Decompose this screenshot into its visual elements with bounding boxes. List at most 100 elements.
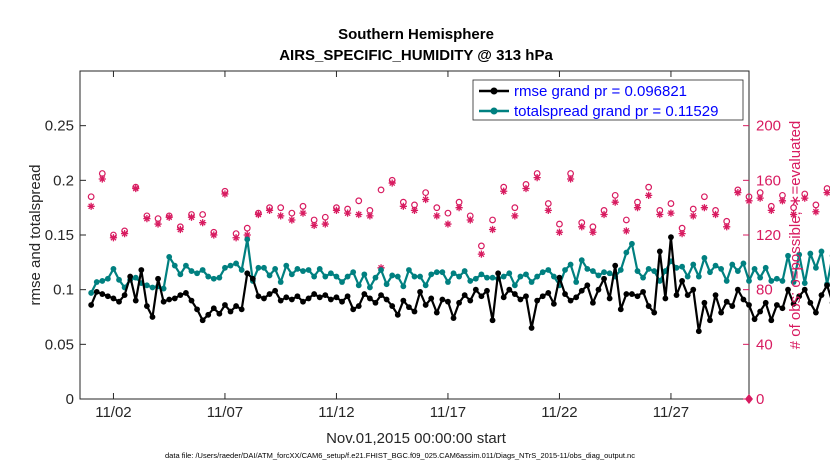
rmse-point [216,310,223,317]
rmse-point [718,309,725,316]
obs-evaluated-point [622,227,630,235]
rmse-point [773,302,780,308]
totalspread-point [433,269,440,276]
rmse-point [528,325,535,331]
obs-evaluated-point [778,197,787,205]
obs-evaluated-point [199,219,207,227]
rmse-point [110,295,117,302]
legend: rmse grand pr = 0.096821 totalspread gra… [472,79,744,121]
totalspread-point [361,271,368,278]
rmse-point [651,309,658,316]
totalspread-point [751,265,758,272]
totalspread-point [205,273,212,280]
obs-possible-point [622,216,630,224]
obs-evaluated-point [265,206,274,214]
rmse-point [238,306,245,313]
rmse-point [261,295,267,302]
totalspread-point [132,274,139,281]
rmse-point [617,306,624,313]
totalspread-point [350,269,357,276]
totalspread-point [723,278,730,284]
rmse-point [746,302,752,308]
rmse-point [550,300,557,307]
y-axis-left: 0 0.05 0.1 0.15 0.2 0.25 [45,118,86,408]
obs-evaluated-point [767,206,775,214]
totalspread-point [807,250,814,257]
totalspread-point [534,273,541,280]
rmse-point [506,286,513,293]
totalspread-point [311,273,318,280]
totalspread-point [484,274,490,281]
obs-evaluated-point [689,212,697,220]
totalspread-point [439,269,446,276]
x-tick-label: 11/02 [95,404,131,421]
rmse-point [606,295,613,302]
totalspread-point [394,273,401,280]
totalspread-point [489,274,496,281]
totalspread-point [110,265,117,272]
rmse-point [361,291,368,297]
obs-possible-point [489,216,496,224]
totalspread-point [99,278,106,284]
y-tick-right-label: 160 [756,172,781,189]
totalspread-point [333,273,340,280]
obs-evaluated-point [277,212,285,220]
rmse-point [199,317,206,324]
totalspread-point [378,267,384,273]
totalspread-point [734,268,741,274]
rmse-point [305,295,312,302]
rmse-point [511,291,518,297]
totalspread-point [679,263,685,270]
rmse-point [255,293,262,300]
rmse-point [461,292,468,299]
totalspread-point [590,268,596,274]
rmse-point [539,293,546,300]
totalspread-point [578,257,585,264]
obs-possible-point [288,209,296,217]
totalspread-point [450,270,457,277]
rmse-point [813,309,819,316]
totalspread-point [322,273,329,280]
rmse-point [590,299,596,306]
totalspread-point [528,279,535,285]
totalspread-point [584,265,591,272]
y-tick-left-label: 0 [66,391,74,408]
obs-evaluated-point [98,175,106,183]
obs-evaluated-point [422,195,430,204]
obs-evaluated-point [812,208,820,216]
totalspread-point [606,270,613,277]
totalspread-point [428,271,435,278]
x-tick-label: 11/12 [318,404,354,421]
rmse-point [194,306,200,313]
totalspread-point [595,272,602,279]
totalspread-point [634,268,641,274]
rmse-point [121,292,128,299]
obs-evaluated-point [711,210,720,219]
totalspread-point [712,262,719,269]
y-tick-right-label: 200 [756,118,781,135]
y-axis-left-label: rmse and totalspread [27,165,44,306]
totalspread-point [517,273,524,280]
totalspread-point [261,264,267,271]
obs-evaluated-point [645,191,653,199]
rmse-point [578,287,585,294]
totalspread-point [244,236,251,243]
rmse-point [634,293,641,300]
totalspread-point [500,273,507,280]
obs-evaluated-point [132,184,140,193]
rmse-point [149,314,156,320]
rmse-point [695,328,702,335]
totalspread-point [344,273,351,280]
rmse-point [684,292,691,299]
totalspread-point [573,279,580,285]
rmse-point [768,317,775,324]
obs-evaluated-point [488,225,497,234]
obs-evaluated-point [109,234,118,242]
totalspread-point [305,267,312,273]
rmse-point [785,286,791,293]
obs-evaluated-point [232,234,240,242]
obs-evaluated-point [455,204,463,212]
obs-evaluated-point [254,210,262,219]
obs-evaluated-point [243,231,251,239]
rmse-point [367,295,373,302]
